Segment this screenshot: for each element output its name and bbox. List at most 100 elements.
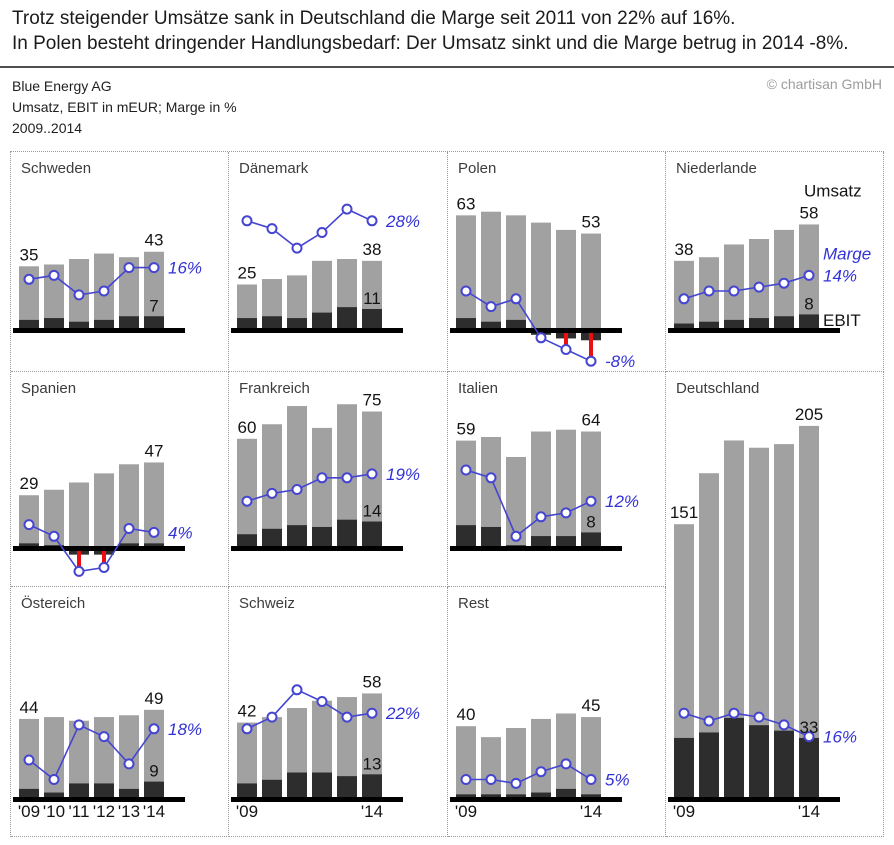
umsatz-bar xyxy=(312,427,333,548)
marge-label-last: 12% xyxy=(605,492,639,511)
ebit-bar xyxy=(144,316,164,330)
umsatz-bar xyxy=(455,215,476,330)
marge-marker xyxy=(366,707,378,719)
marge-marker xyxy=(728,707,740,719)
marge-marker xyxy=(341,472,353,484)
marge-marker xyxy=(98,285,110,297)
legend-marge: Marge xyxy=(823,244,871,263)
umsatz-label-first: 29 xyxy=(20,474,39,493)
umsatz-bar xyxy=(555,229,576,330)
ebit-label-last: 14 xyxy=(363,502,382,521)
marge-label-last: 16% xyxy=(168,259,202,278)
ebit-bar xyxy=(455,318,476,330)
marge-label-last: 14% xyxy=(823,266,857,285)
marge-marker xyxy=(316,472,328,484)
ebit-bar xyxy=(262,316,283,330)
marge-marker xyxy=(585,355,596,367)
marge-marker xyxy=(703,715,715,727)
ebit-bar xyxy=(69,783,89,799)
panel-title: Frankreich xyxy=(239,380,310,397)
umsatz-bar xyxy=(237,438,258,548)
panel-chart: Niederlande 38 58 8 14% Umsatz Marge EBIT xyxy=(667,160,871,333)
umsatz-label-first: 25 xyxy=(238,264,257,283)
marge-marker xyxy=(778,277,790,289)
panel-d-nemark: Dänemark 25 38 11 28% xyxy=(229,152,448,372)
umsatz-bar xyxy=(262,424,283,548)
marge-marker xyxy=(510,293,521,305)
marge-marker xyxy=(560,758,571,770)
year-label: '10 xyxy=(43,802,65,821)
umsatz-bar xyxy=(773,444,794,799)
marge-marker xyxy=(98,562,110,573)
ebit-bar xyxy=(362,308,383,330)
meta-left: Blue Energy AG Umsatz, EBIT in mEUR; Mar… xyxy=(12,76,237,139)
ebit-bar xyxy=(480,321,501,330)
meta-block: Blue Energy AG Umsatz, EBIT in mEUR; Mar… xyxy=(0,68,894,151)
marge-marker xyxy=(753,281,765,293)
umsatz-label-last: 53 xyxy=(581,213,600,232)
panel-title: Östereich xyxy=(21,594,85,612)
marge-marker xyxy=(341,203,353,215)
panel-chart: Italien 59 64 8 12% xyxy=(449,380,639,551)
marge-marker xyxy=(510,530,521,542)
ebit-bar xyxy=(748,318,769,330)
umsatz-bar xyxy=(698,473,719,799)
report-title: Trotz steigender Umsätze sank in Deutsch… xyxy=(0,0,894,64)
umsatz-label-first: 42 xyxy=(238,702,257,721)
year-label: '09 xyxy=(18,802,40,821)
panel-title: Spanien xyxy=(21,380,76,397)
ebit-bar xyxy=(580,794,601,799)
panel-rest: Rest 40 45 5% '09 '14 xyxy=(447,587,666,837)
ebit-bar xyxy=(119,316,139,330)
ebit-bar xyxy=(530,792,551,799)
zero-baseline xyxy=(231,546,404,551)
marge-marker xyxy=(266,487,278,499)
umsatz-label-first: 44 xyxy=(20,698,39,717)
marge-marker xyxy=(703,285,715,297)
zero-baseline xyxy=(13,797,185,802)
ebit-bar xyxy=(480,794,501,799)
ebit-bar xyxy=(455,525,476,548)
panel-title: Dänemark xyxy=(239,160,309,177)
panel-title: Schweden xyxy=(21,160,91,177)
marge-marker xyxy=(241,723,253,735)
umsatz-bar xyxy=(287,275,308,330)
ebit-bar xyxy=(337,307,358,330)
umsatz-label-last: 38 xyxy=(363,240,382,259)
ebit-bar xyxy=(798,314,819,330)
marge-marker xyxy=(23,754,35,766)
umsatz-label-first: 63 xyxy=(456,194,475,213)
umsatz-label-last: 45 xyxy=(581,696,600,715)
ebit-label-last: 8 xyxy=(586,512,595,531)
ebit-bar xyxy=(698,321,719,330)
ebit-bar xyxy=(237,783,258,799)
umsatz-bar xyxy=(455,726,476,799)
zero-baseline xyxy=(667,328,840,333)
marge-label-last: 18% xyxy=(168,720,202,739)
ebit-bar xyxy=(262,779,283,799)
year-label: '09 xyxy=(454,802,476,821)
ebit-bar xyxy=(119,543,139,548)
panel-schweden: Schweden 35 43 7 16% xyxy=(11,152,230,372)
zero-baseline xyxy=(13,546,185,551)
marge-marker xyxy=(678,293,690,305)
ebit-bar xyxy=(287,525,308,548)
ebit-bar xyxy=(337,776,358,799)
umsatz-bar xyxy=(44,717,64,799)
umsatz-bar xyxy=(673,524,694,799)
umsatz-bar xyxy=(580,233,601,330)
umsatz-bar xyxy=(580,431,601,548)
ebit-bar xyxy=(94,783,114,799)
ebit-bar xyxy=(69,321,89,330)
marge-marker xyxy=(241,215,253,227)
umsatz-label-last: 75 xyxy=(363,391,382,410)
panel--stereich: Östereich 44 49 9 18% '09'10'11'12'13'14 xyxy=(11,587,230,837)
marge-marker xyxy=(678,707,690,719)
umsatz-bar xyxy=(144,251,164,330)
marge-marker xyxy=(48,774,60,785)
year-label: '14 xyxy=(579,802,601,821)
company-name: Blue Energy AG xyxy=(12,78,112,94)
year-label: '13 xyxy=(118,802,140,821)
marge-marker xyxy=(148,723,160,735)
